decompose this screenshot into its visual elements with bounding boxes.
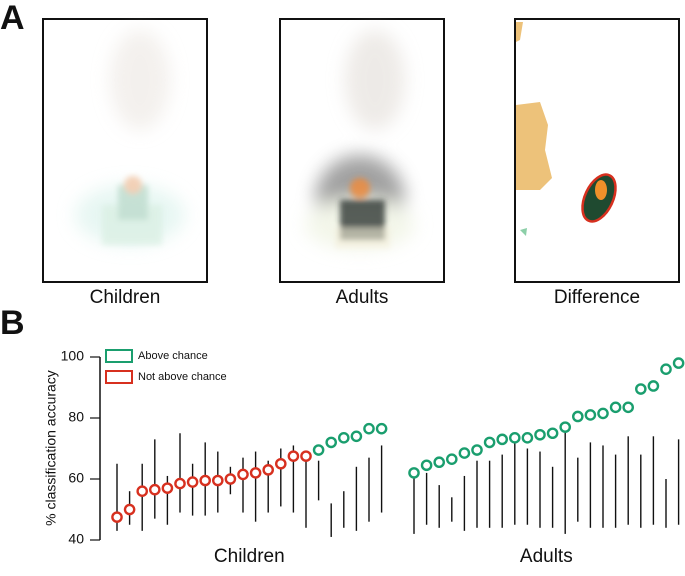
accuracy-point [262,464,275,476]
heatmap-image [279,18,445,283]
accuracy-point [572,410,584,423]
accuracy-point [249,467,262,479]
heatmap-image [42,18,208,283]
group-label: Adults [520,546,573,567]
accuracy-point [274,457,287,470]
accuracy-point [622,401,635,414]
accuracy-point [445,453,458,465]
legend-swatch [105,370,133,384]
y-tick-label: 60 [68,470,84,486]
accuracy-point [174,477,186,490]
accuracy-point [363,422,375,435]
accuracy-point [496,433,509,446]
accuracy-point [211,474,224,487]
accuracy-point [647,380,660,392]
accuracy-point [136,485,148,498]
image-caption: Adults [336,287,389,308]
accuracy-point [161,482,174,494]
image-caption: Difference [554,287,640,308]
accuracy-point [186,476,199,488]
heatmap-image [514,18,680,283]
image-caption: Children [90,287,161,308]
accuracy-point [546,427,559,440]
accuracy-point [111,511,123,523]
accuracy-point [521,432,534,444]
accuracy-point [609,401,622,414]
accuracy-point [408,467,420,479]
accuracy-point [420,459,433,472]
accuracy-point [508,432,521,444]
accuracy-point [123,503,136,516]
legend-label: Above chance [138,350,208,362]
accuracy-point [534,428,546,441]
accuracy-point [597,407,609,420]
accuracy-point [287,450,300,462]
accuracy-point [635,383,647,395]
accuracy-point [584,409,597,421]
accuracy-point [660,363,672,376]
accuracy-point [458,447,471,459]
accuracy-point [199,474,211,487]
legend-label: Not above chance [138,371,227,383]
accuracy-point [237,468,249,481]
accuracy-point [471,444,483,456]
accuracy-point [300,450,312,462]
accuracy-point [433,456,446,469]
accuracy-point [350,430,363,443]
panel-label: B [0,304,25,342]
accuracy-point [375,422,388,435]
accuracy-point [559,421,572,433]
accuracy-point [312,444,325,456]
y-tick-label: 80 [68,409,84,425]
accuracy-point [325,436,338,449]
y-tick-label: 100 [61,348,85,364]
accuracy-point [672,357,685,369]
accuracy-point [337,432,350,444]
y-tick-label: 40 [68,531,84,547]
legend-swatch [105,349,133,363]
accuracy-point [148,483,161,496]
y-axis-label: % classification accuracy [43,370,59,526]
panel-label: A [0,0,25,37]
group-label: Children [214,546,285,567]
accuracy-point [483,436,496,449]
accuracy-point [224,473,237,485]
